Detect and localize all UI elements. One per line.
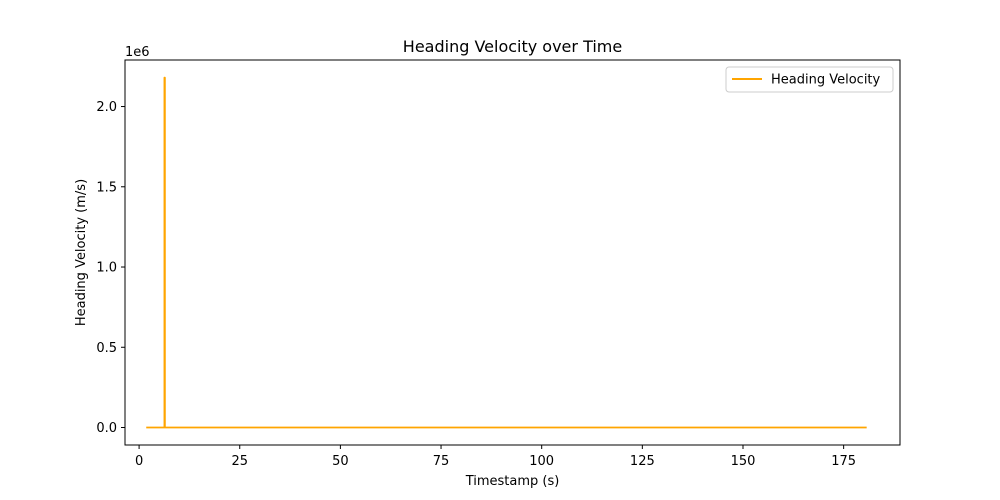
x-tick-label: 125	[630, 454, 655, 469]
x-tick-label: 0	[135, 454, 143, 469]
x-axis-label: Timestamp (s)	[465, 474, 560, 489]
y-axis-label: Heading Velocity (m/s)	[74, 179, 89, 326]
x-tick-label: 75	[433, 454, 450, 469]
y-tick-label: 0.5	[96, 341, 117, 356]
plot-frame	[124, 59, 901, 446]
series-layer	[146, 76, 867, 429]
x-tick-label: 175	[831, 454, 856, 469]
legend-label: Heading Velocity	[771, 73, 881, 88]
legend: Heading Velocity	[725, 66, 894, 93]
y-tick-label: 0.0	[96, 421, 117, 436]
chart-title: Heading Velocity over Time	[403, 37, 622, 56]
series-line-0	[146, 76, 867, 429]
y-tick-label: 1.0	[96, 261, 117, 276]
y-tick-label: 2.0	[96, 100, 117, 115]
x-tick-label: 100	[529, 454, 554, 469]
y-offset-label: 1e6	[125, 45, 150, 60]
legend-box	[725, 66, 894, 93]
y-axis: 0.0 0.5 1.0 1.5 2.0	[96, 100, 125, 436]
x-tick-label: 150	[731, 454, 756, 469]
x-tick-label: 50	[332, 454, 349, 469]
y-tick-label: 1.5	[96, 180, 117, 195]
x-axis: 0 25 50 75 100 125 150 175	[135, 445, 856, 469]
x-tick-label: 25	[231, 454, 248, 469]
